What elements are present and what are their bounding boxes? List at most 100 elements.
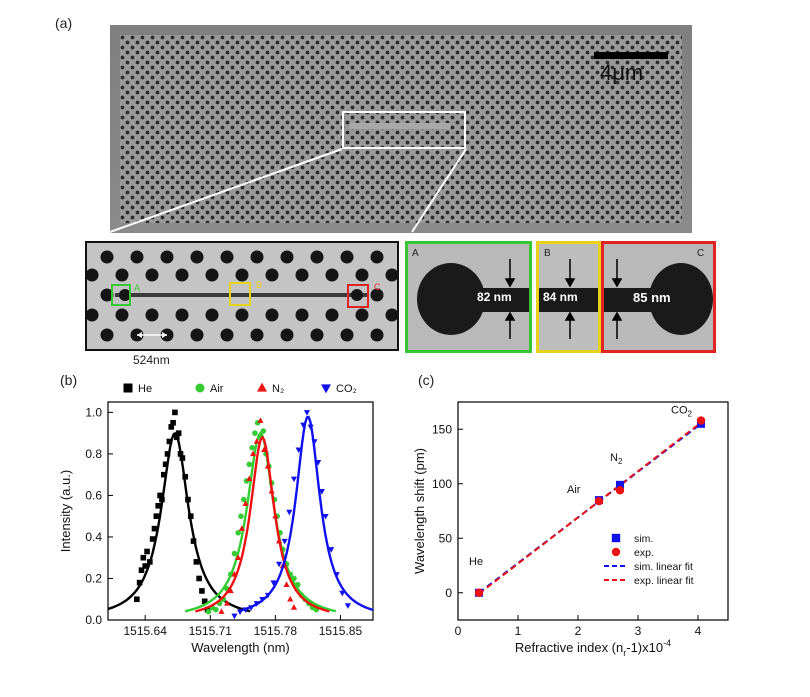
chart-b-ytick-label: 0.2	[85, 571, 102, 585]
marker-label-c: C	[374, 282, 381, 292]
chart-b-point	[136, 579, 143, 586]
chart-b-point	[172, 409, 178, 416]
chart-b-point	[223, 600, 231, 606]
chart-b-point	[227, 587, 234, 594]
chart-b-fit-0	[107, 431, 251, 613]
chart-b-frame	[107, 401, 374, 621]
chart-b-point	[287, 595, 294, 602]
chart-c-point-label: N2	[610, 452, 623, 466]
chart-b-point	[276, 537, 283, 544]
chart-b-point	[295, 447, 302, 454]
chart-b-point	[344, 603, 351, 609]
chart-b-point	[286, 509, 293, 516]
chart-c-legend-label: sim.	[634, 533, 653, 545]
chart-b-point	[196, 575, 202, 582]
chart-b-point	[193, 559, 200, 565]
chart-b-point	[235, 530, 241, 536]
chart-b-point	[218, 608, 225, 614]
chart-b-point	[307, 424, 314, 431]
chart-b-point	[231, 570, 238, 577]
chart-b-point	[175, 430, 182, 436]
chart-b-legend-marker	[321, 384, 331, 394]
chart-b-ytick-label: 1.0	[85, 405, 102, 419]
chart-c-xtick-label: 1	[515, 624, 522, 638]
chart-b-legend-label: He	[138, 383, 152, 395]
chart-c-ylabel: Wavelength shift (pm)	[412, 448, 427, 574]
chart-c-point-label: He	[469, 556, 483, 568]
chart-b-point	[144, 548, 150, 555]
chart-c-exp-point	[696, 416, 706, 425]
chart-b-point	[179, 455, 186, 461]
chart-b-ytick-label: 0.4	[85, 530, 102, 544]
chart-b-xtick-label: 1515.71	[189, 624, 233, 638]
chart-c-point-label: Air	[567, 484, 581, 496]
chart-b-legend-marker	[257, 382, 267, 392]
chart-c-xtick-label: 4	[695, 624, 702, 638]
chart-c-ytick-label: 50	[439, 531, 453, 545]
chart-c-legend-label: exp. linear fit	[634, 575, 694, 587]
chart-b-point	[182, 473, 188, 480]
chart-b-ytick-label: 0.6	[85, 488, 102, 502]
chart-b-point	[253, 438, 260, 444]
chart-b-point	[259, 596, 266, 603]
chart-b-point	[185, 496, 191, 503]
chart-b-point	[159, 496, 165, 503]
chart-b-fit-1	[184, 431, 337, 613]
inset-c-width-label: 85 nm	[633, 290, 671, 305]
chart-b-point	[157, 492, 163, 499]
chart-c-xtick-label: 3	[635, 624, 642, 638]
panel-label-c: (c)	[418, 372, 435, 388]
chart-b-ytick-label: 0.0	[85, 613, 102, 627]
chart-b-point	[261, 446, 268, 452]
chart-b-point	[240, 496, 247, 503]
chart-b-point	[252, 430, 258, 436]
chart-b-point	[162, 461, 169, 468]
chart-b-point	[231, 613, 238, 620]
chart-b-point	[272, 512, 279, 519]
chart-b-point	[283, 581, 290, 587]
chart-b-point	[140, 554, 147, 561]
chart-b-point	[246, 475, 253, 482]
chart-b-point	[164, 451, 171, 457]
chart-b-point	[260, 428, 267, 434]
chart-b-point	[249, 444, 255, 451]
chart-b-point	[300, 422, 307, 429]
chart-c-exp-point	[615, 486, 625, 495]
chart-b-point	[168, 424, 175, 430]
chart-c-xtick-label: 0	[455, 624, 462, 638]
chart-b-legend-marker	[123, 383, 133, 393]
chart-b-point	[174, 434, 180, 441]
panel-label-a: (a)	[55, 15, 73, 31]
inset-c-tag: C	[697, 248, 705, 259]
chart-b-point	[238, 513, 244, 519]
chart-b-point	[235, 554, 242, 560]
chart-b-point	[160, 471, 167, 478]
chart-c-shift: 0 1 2 3 4 0 50 100 150 Refractive index (nr-1)x10…	[412, 401, 729, 658]
chart-b-point	[166, 438, 173, 445]
chart-c-ytick-label: 0	[445, 586, 452, 600]
chart-b-point	[151, 525, 158, 532]
chart-b-point	[190, 538, 197, 544]
chart-b-point	[142, 563, 148, 569]
chart-b-point	[268, 487, 275, 494]
chart-b-point	[249, 450, 257, 457]
chart-b-xtick-label: 1515.78	[254, 624, 298, 638]
chart-b-point	[238, 525, 245, 531]
chart-b-legend-label: N₂	[272, 383, 284, 395]
chart-c-legend-label: exp.	[634, 547, 654, 559]
chart-b-point	[291, 575, 297, 582]
chart-c-sim-point	[616, 480, 624, 489]
chart-c-exp-point	[594, 496, 604, 506]
chart-b-point	[138, 567, 145, 573]
lattice-constant-label: 524nm	[133, 353, 170, 367]
chart-c-legend-label: sim. linear fit	[634, 561, 693, 573]
inset-a-width-label: 82 nm	[477, 290, 512, 304]
marker-label-b: B	[256, 280, 263, 290]
chart-b-legend-marker	[195, 383, 205, 393]
chart-c-legend-marker	[611, 533, 621, 543]
inset-b-image	[536, 241, 601, 353]
chart-b-point	[294, 581, 301, 588]
scale-bar	[594, 52, 668, 59]
inset-b-tag: B	[544, 248, 551, 259]
